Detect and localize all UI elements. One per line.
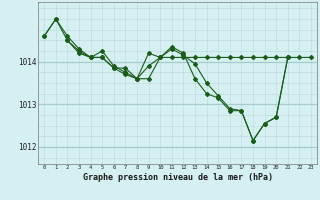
X-axis label: Graphe pression niveau de la mer (hPa): Graphe pression niveau de la mer (hPa) bbox=[83, 173, 273, 182]
